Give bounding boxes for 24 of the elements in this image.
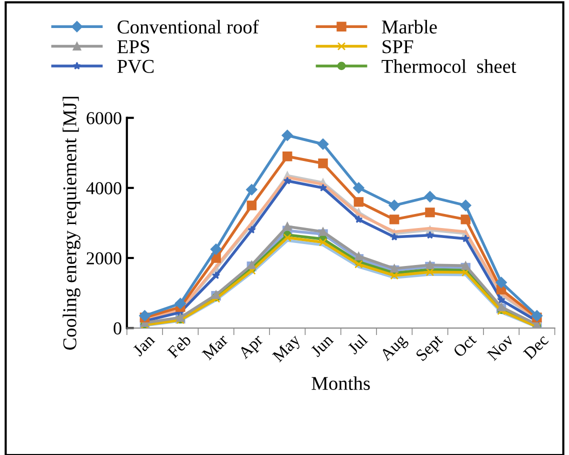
x-tick-label: Jan [132,334,156,357]
x-tick-label: Apr [238,333,266,362]
legend-label: Marble [382,20,437,34]
legend-label: SPF [382,40,414,54]
x-tick-label: Mar [202,333,229,361]
y-axis-title: Cooling energy requiement [MJ] [62,96,80,350]
x-axis-title: Months [312,376,370,390]
legend-label: Thermocol sheet [382,59,516,73]
legend-label: Conventional roof [118,20,259,34]
x-tick-label: Oct [452,333,478,358]
x-tick-label: Aug [379,334,410,364]
x-tick-label: Jul [346,333,368,355]
x-tick-label: Dec [522,334,550,360]
x-tick-label: Nov [486,333,514,362]
legend-label: EPS [117,40,150,54]
y-tick-label: 2000 [86,252,122,264]
y-tick-label: 0 [114,322,122,334]
legend-label: PVC [117,60,154,74]
y-tick-label: 4000 [86,182,122,194]
x-tick-label: Jun [310,334,334,358]
x-tick-label: Sept [415,333,446,364]
x-tick-label: May [272,333,304,365]
y-tick-label: 6000 [86,112,122,124]
x-tick-label: Feb [166,333,192,359]
